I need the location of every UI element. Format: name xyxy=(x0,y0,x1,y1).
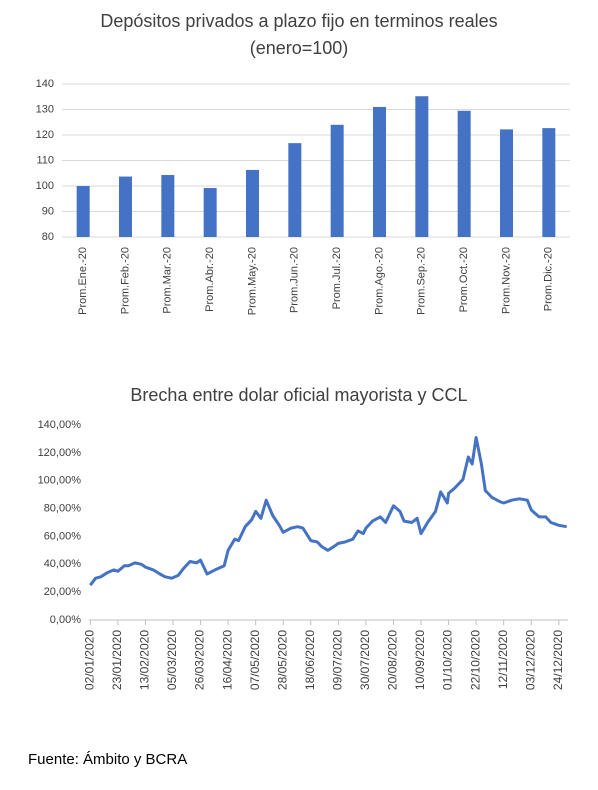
x-tick-label: 12/11/2020 xyxy=(496,630,510,689)
bar xyxy=(500,129,513,237)
bar xyxy=(203,188,217,237)
y-tick-label: 100,00% xyxy=(38,475,82,487)
x-tick-label: 16/04/2020 xyxy=(220,630,234,690)
bar xyxy=(373,106,386,237)
x-tick-label: Prom.Nov.-20 xyxy=(500,247,512,314)
x-tick-label: Prom.Dic.-20 xyxy=(543,247,555,311)
x-tick-label: Prom.Feb.-20 xyxy=(119,247,131,314)
bar xyxy=(288,143,302,237)
y-tick-label: 60,00% xyxy=(44,530,82,542)
x-tick-label: 30/07/2020 xyxy=(358,630,372,690)
y-tick-label: 100 xyxy=(36,180,54,192)
chart-title: Brecha entre dolar oficial mayorista y C… xyxy=(130,385,467,405)
y-tick-label: 0,00% xyxy=(50,614,81,626)
bar xyxy=(161,175,175,237)
line-series xyxy=(89,436,567,587)
y-tick-label: 80 xyxy=(42,231,54,243)
x-tick-label: 24/12/2020 xyxy=(551,630,565,690)
x-tick-label: 13/02/2020 xyxy=(138,630,152,690)
x-tick-label: 09/07/2020 xyxy=(331,630,345,690)
y-tick-label: 40,00% xyxy=(44,558,82,570)
y-tick-label: 80,00% xyxy=(44,502,82,514)
bar xyxy=(542,128,556,237)
chart-title: (enero=100) xyxy=(250,38,349,58)
y-tick-label: 110 xyxy=(36,154,54,166)
chart-title: Depósitos privados a plazo fijo en termi… xyxy=(100,11,497,31)
x-tick-label: 26/03/2020 xyxy=(193,630,207,690)
x-tick-label: Prom.May.-20 xyxy=(246,247,258,315)
x-tick-label: 23/01/2020 xyxy=(110,630,124,690)
y-tick-label: 20,00% xyxy=(44,586,82,598)
x-tick-label: Prom.Jul.-20 xyxy=(331,247,343,309)
y-tick-label: 120 xyxy=(36,129,54,141)
y-tick-label: 140,00% xyxy=(38,419,82,431)
x-tick-label: 01/10/2020 xyxy=(441,630,455,690)
x-tick-label: 22/10/2020 xyxy=(468,630,482,690)
source: Fuente: Ámbito y BCRA xyxy=(28,751,187,768)
x-tick-label: 18/06/2020 xyxy=(303,630,317,690)
y-tick-label: 140 xyxy=(36,78,54,90)
x-tick-label: 20/08/2020 xyxy=(386,630,400,690)
x-tick-label: Prom.Abr.-20 xyxy=(204,247,216,312)
x-tick-label: 03/12/2020 xyxy=(523,630,537,690)
x-tick-label: Prom.Ene.-20 xyxy=(77,247,89,315)
bar xyxy=(246,169,259,237)
bar xyxy=(76,186,90,237)
y-tick-label: 90 xyxy=(42,205,54,217)
bar xyxy=(119,176,132,237)
y-tick-label: 120,00% xyxy=(38,447,82,459)
bar xyxy=(415,96,429,238)
x-tick-label: Prom.Oct.-20 xyxy=(458,247,470,312)
x-tick-label: Prom.Mar.-20 xyxy=(162,247,174,314)
y-tick-label: 130 xyxy=(36,103,54,115)
x-tick-label: 10/09/2020 xyxy=(413,630,427,690)
x-tick-label: 07/05/2020 xyxy=(248,630,262,690)
x-tick-label: Prom.Sep.-20 xyxy=(416,247,428,315)
x-tick-label: 02/01/2020 xyxy=(82,630,96,690)
bar xyxy=(330,124,344,237)
x-tick-label: 05/03/2020 xyxy=(165,630,179,690)
x-tick-label: Prom.Jun.-20 xyxy=(289,247,301,313)
x-tick-label: Prom.Ago.-20 xyxy=(373,247,385,315)
bar xyxy=(457,110,471,237)
x-tick-label: 28/05/2020 xyxy=(275,630,289,690)
